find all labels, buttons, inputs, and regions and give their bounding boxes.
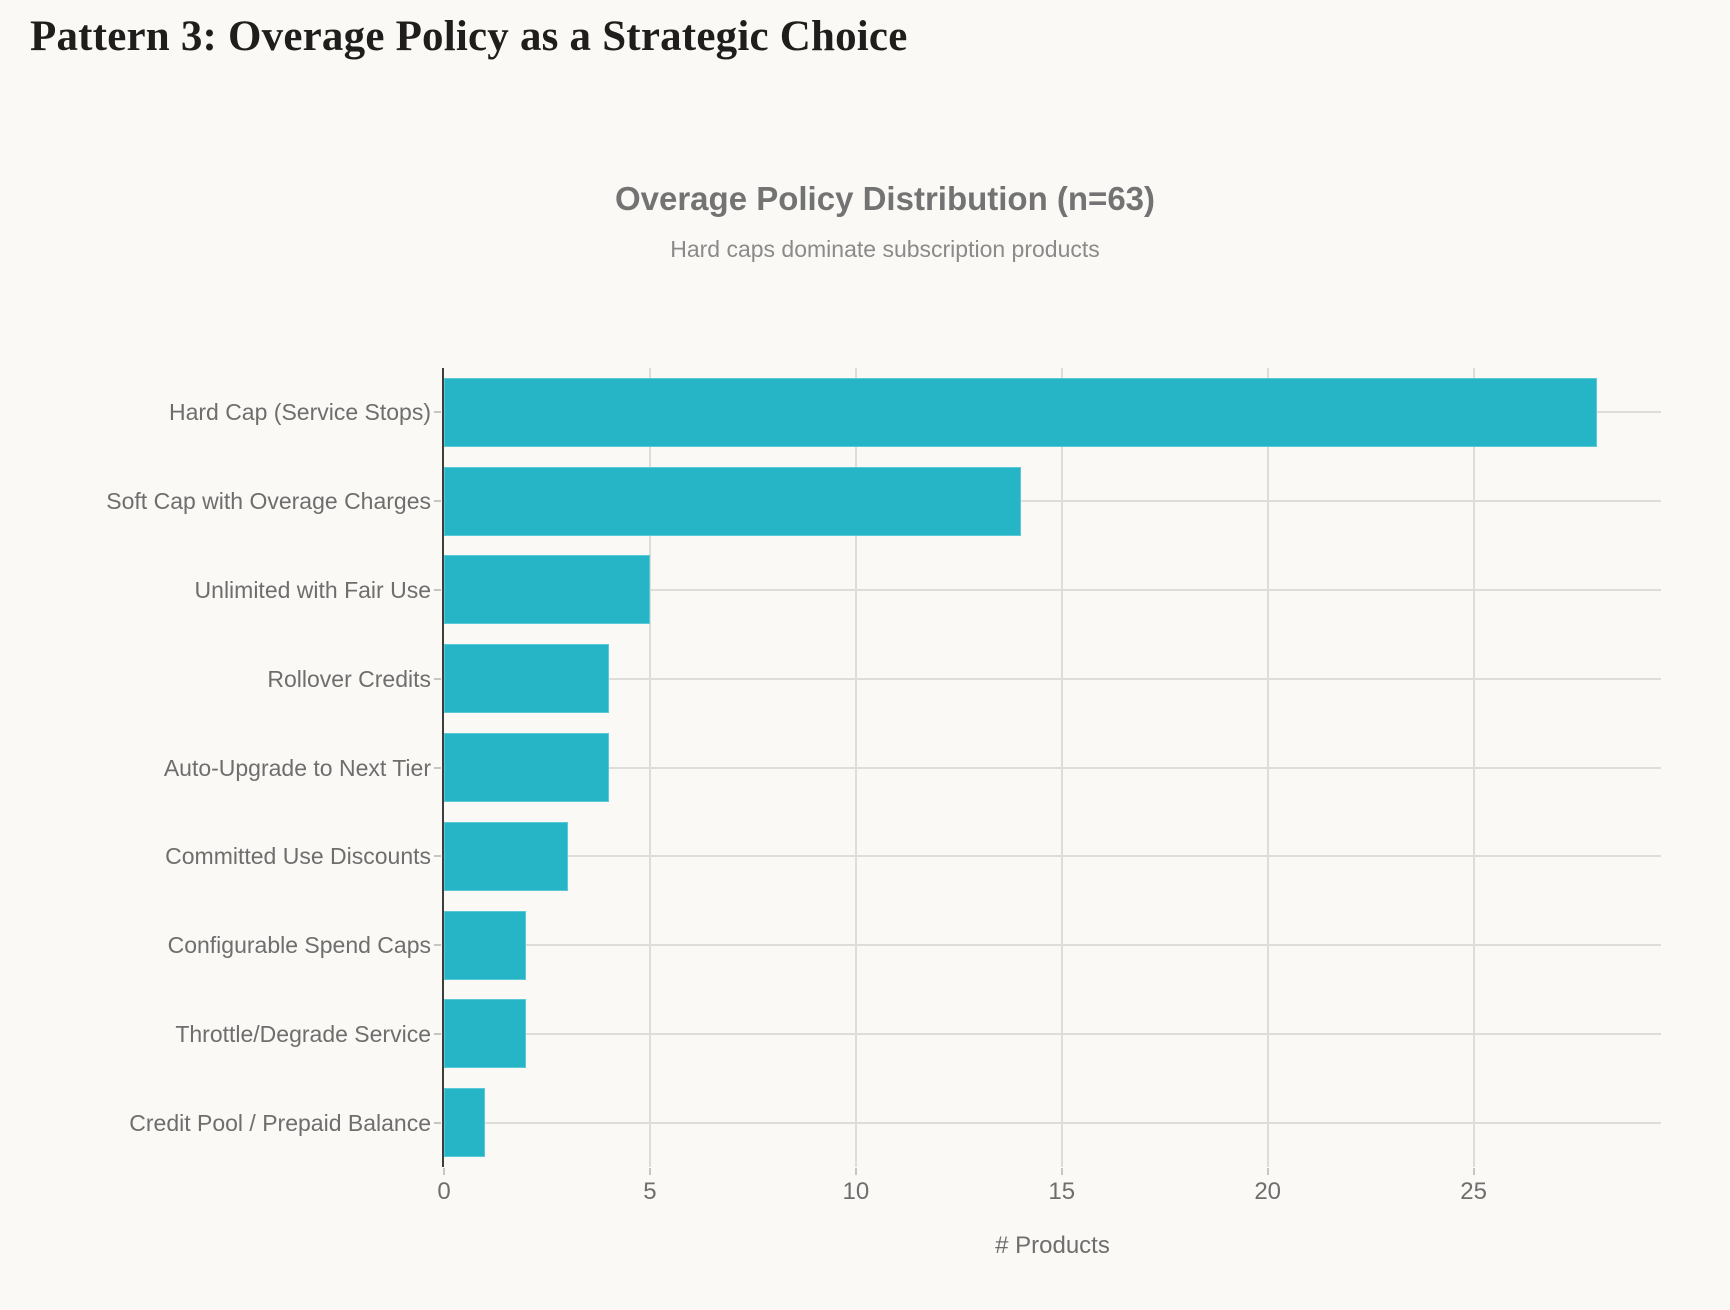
y-tick-mark xyxy=(434,588,441,591)
bar-2 xyxy=(444,466,1021,536)
x-tick-label: 0 xyxy=(437,1178,451,1205)
page-title: Pattern 3: Overage Policy as a Strategic… xyxy=(30,13,908,60)
category-label: Hard Cap (Service Stops) xyxy=(168,399,431,426)
y-tick-mark xyxy=(434,766,441,769)
x-tick-label: 5 xyxy=(643,1178,657,1205)
row-gridline xyxy=(444,766,1661,769)
bar-9 xyxy=(444,1088,486,1158)
row-gridline xyxy=(444,677,1661,680)
x-tick-mark xyxy=(1266,1168,1269,1175)
row-gridline xyxy=(444,588,1661,591)
category-label: Soft Cap with Overage Charges xyxy=(106,488,431,515)
category-label: Throttle/Degrade Service xyxy=(175,1020,431,1047)
x-axis-title: # Products xyxy=(995,1232,1110,1259)
y-tick-mark xyxy=(434,1032,441,1035)
row-gridline xyxy=(444,1121,1661,1124)
y-tick-mark xyxy=(434,500,441,503)
category-label: Auto-Upgrade to Next Tier xyxy=(163,754,431,781)
row-gridline xyxy=(444,1032,1661,1035)
x-tick-mark xyxy=(1472,1168,1475,1175)
category-label: Committed Use Discounts xyxy=(165,843,431,870)
x-tick-mark xyxy=(648,1168,651,1175)
category-label: Unlimited with Fair Use xyxy=(194,576,431,603)
category-label: Configurable Spend Caps xyxy=(167,932,431,959)
y-tick-mark xyxy=(434,855,441,858)
bar-1 xyxy=(444,377,1598,447)
x-tick-label: 25 xyxy=(1460,1178,1487,1205)
x-tick-label: 20 xyxy=(1254,1178,1282,1205)
y-tick-mark xyxy=(434,677,441,680)
x-tick-mark xyxy=(443,1168,445,1175)
bar-4 xyxy=(444,644,609,714)
y-axis-line xyxy=(442,368,444,1167)
category-label: Rollover Credits xyxy=(267,665,431,692)
bar-6 xyxy=(444,821,568,891)
category-label: Credit Pool / Prepaid Balance xyxy=(129,1109,431,1136)
y-tick-mark xyxy=(434,411,441,414)
bar-7 xyxy=(444,910,527,980)
x-tick-label: 15 xyxy=(1048,1178,1076,1205)
plot-area xyxy=(442,368,1661,1167)
x-tick-mark xyxy=(1060,1168,1063,1175)
y-tick-mark xyxy=(434,1121,441,1124)
bar-3 xyxy=(444,555,650,625)
chart-subtitle: Hard caps dominate subscription products xyxy=(670,236,1100,262)
y-tick-mark xyxy=(434,944,441,947)
bar-8 xyxy=(444,999,527,1069)
row-gridline xyxy=(444,500,1661,503)
bar-5 xyxy=(444,733,609,802)
row-gridline xyxy=(444,855,1661,858)
x-tick-mark xyxy=(854,1168,857,1175)
chart-title: Overage Policy Distribution (n=63) xyxy=(614,180,1156,217)
x-tick-label: 10 xyxy=(842,1178,870,1205)
row-gridline xyxy=(444,944,1661,947)
